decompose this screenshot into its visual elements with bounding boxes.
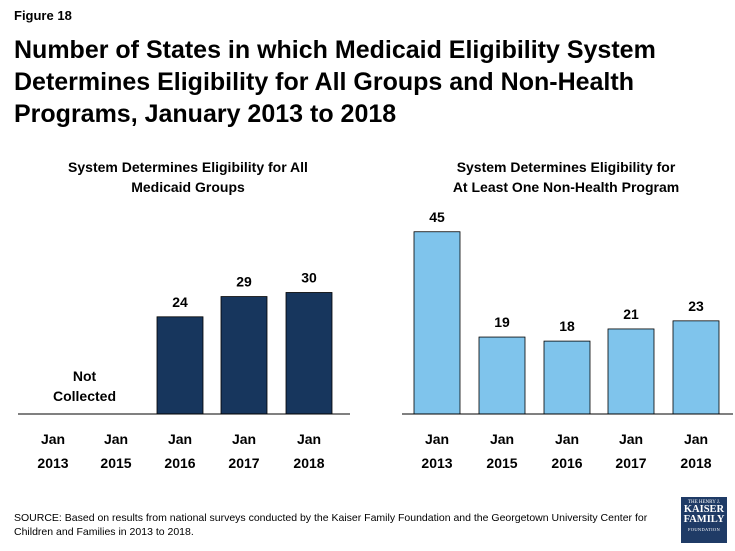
panel-1-title-line: System Determines Eligibility for All [68, 159, 308, 175]
bar [607, 328, 655, 415]
x-tick-label-year: 2016 [551, 455, 582, 471]
x-tick-label-month: Jan [232, 431, 256, 447]
panel-2-title-line: System Determines Eligibility for [457, 159, 676, 175]
bar-value-label: 45 [429, 209, 445, 225]
bar-value-label: 29 [236, 274, 252, 290]
x-tick-label-month: Jan [684, 431, 708, 447]
bar-value-label: 24 [172, 294, 188, 310]
x-tick-label-month: Jan [41, 431, 65, 447]
not-collected-note: Not [73, 368, 97, 384]
x-tick-label-month: Jan [297, 431, 321, 447]
x-tick-label-month: Jan [555, 431, 579, 447]
bar-value-label: 23 [688, 298, 704, 314]
x-tick-label-year: 2015 [486, 455, 517, 471]
x-tick-label-year: 2016 [164, 455, 195, 471]
kff-logo: THE HENRY J. KAISER FAMILY FOUNDATION [681, 497, 727, 543]
not-collected-note: Collected [53, 388, 116, 404]
bar [285, 292, 333, 415]
figure-label: Figure 18 [14, 8, 72, 23]
x-tick-label-year: 2017 [228, 455, 259, 471]
logo-top-text: THE HENRY J. [687, 500, 721, 505]
panel-2-title-line: At Least One Non-Health Program [453, 179, 679, 195]
x-tick-label-month: Jan [490, 431, 514, 447]
bar [543, 340, 591, 415]
x-tick-label-year: 2017 [615, 455, 646, 471]
bar [413, 231, 461, 415]
logo-bottom-text: FOUNDATION [688, 527, 720, 532]
x-tick-label-year: 2015 [100, 455, 131, 471]
x-tick-label-year: 2013 [37, 455, 68, 471]
logo-line2: FAMILY [683, 514, 725, 525]
bar [672, 320, 720, 415]
x-tick-label-year: 2018 [293, 455, 324, 471]
x-tick-label-year: 2013 [421, 455, 452, 471]
bar [220, 296, 268, 415]
bar-value-label: 21 [623, 306, 639, 322]
panel-1-title-line: Medicaid Groups [131, 179, 245, 195]
bar-value-label: 30 [301, 270, 317, 286]
bar-value-label: 18 [559, 318, 575, 334]
logo-line1: KAISER [683, 504, 725, 515]
chart-canvas: System Determines Eligibility for All Med… [18, 159, 733, 471]
x-tick-label-month: Jan [425, 431, 449, 447]
x-tick-label-month: Jan [168, 431, 192, 447]
x-tick-label-month: Jan [104, 431, 128, 447]
chart-title: Number of States in which Medicaid Eligi… [14, 36, 656, 128]
x-tick-label-month: Jan [619, 431, 643, 447]
source-note: SOURCE: Based on results from national s… [14, 512, 648, 538]
bar [478, 336, 526, 415]
bar [156, 316, 204, 415]
x-tick-label-year: 2018 [680, 455, 711, 471]
bar-value-label: 19 [494, 314, 510, 330]
